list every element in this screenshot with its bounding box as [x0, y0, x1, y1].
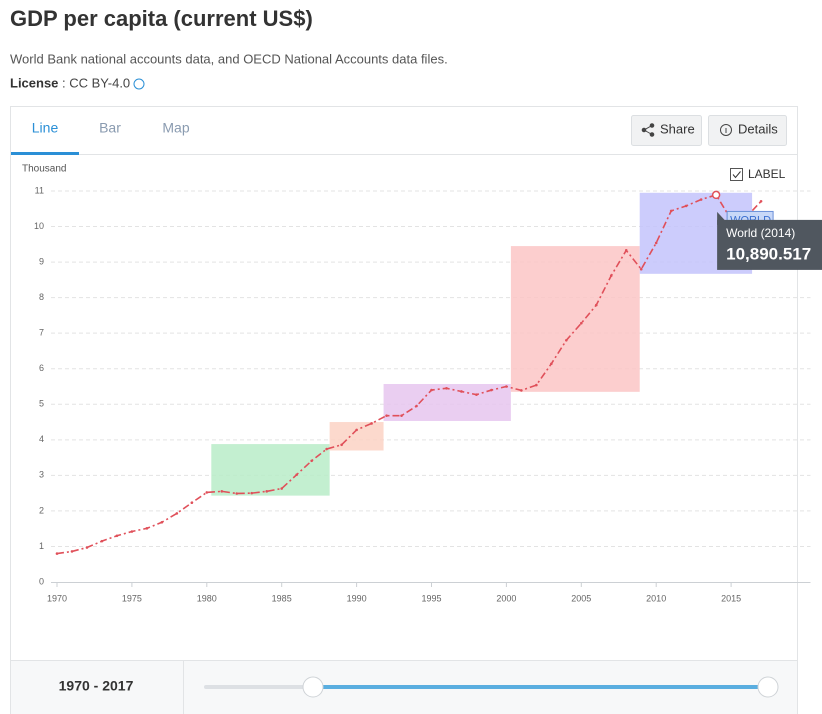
point: [594, 303, 598, 307]
y-tick-label: 6: [39, 363, 44, 373]
point: [130, 530, 134, 533]
point: [115, 534, 119, 538]
label-toggle[interactable]: LABEL: [748, 167, 786, 181]
slider-selection: [313, 685, 768, 689]
point: [609, 274, 613, 277]
highlight-region: [510, 246, 640, 392]
point: [160, 520, 164, 524]
point: [175, 512, 179, 515]
point: [460, 390, 463, 393]
x-tick-label: 1985: [272, 593, 292, 603]
point: [565, 338, 568, 342]
point: [55, 552, 59, 555]
point: [550, 362, 553, 366]
point: [100, 539, 104, 543]
x-tick-label: 1990: [347, 593, 367, 603]
slider-handle-end[interactable]: [757, 676, 779, 698]
point: [490, 388, 493, 392]
point: [385, 414, 388, 417]
details-button[interactable]: [708, 115, 787, 146]
tab[interactable]: Line: [32, 120, 59, 136]
point: [430, 388, 433, 392]
tab[interactable]: Map: [162, 120, 189, 136]
share-icon: [641, 123, 655, 137]
x-tick-label: 2015: [721, 593, 741, 603]
button-label[interactable]: Share: [660, 121, 695, 136]
y-axis-label: Thousand: [22, 164, 66, 175]
y-tick-label: 11: [35, 185, 44, 195]
point: [355, 428, 358, 432]
point: [654, 241, 658, 245]
point: [205, 491, 209, 494]
highlight-region: [211, 444, 330, 496]
point: [669, 209, 673, 213]
point: [370, 422, 373, 425]
share-button[interactable]: [631, 115, 702, 146]
active-tab-underline: [11, 152, 79, 155]
x-tick-label: 1980: [197, 593, 217, 603]
point: [699, 198, 703, 201]
license-value: : CC BY-4.0: [62, 75, 130, 90]
point: [190, 501, 194, 505]
point: [639, 267, 643, 271]
point: [70, 550, 74, 553]
y-tick-label: 1: [39, 541, 44, 551]
x-tick-label: 1970: [47, 593, 67, 603]
slider-handle-start[interactable]: [302, 676, 324, 698]
point: [280, 487, 284, 490]
point: [265, 490, 269, 493]
x-tick-label: 2000: [496, 593, 516, 603]
details-icon: [720, 124, 732, 136]
tooltip-value: 10,890.517: [726, 244, 811, 263]
point: [415, 404, 418, 408]
tooltip-title: World (2014): [726, 226, 795, 240]
y-tick-label: 0: [39, 576, 44, 586]
license-label: License: [10, 75, 58, 90]
point: [684, 204, 688, 208]
point: [85, 546, 89, 549]
x-tick-label: 1975: [122, 593, 142, 603]
page-title: GDP per capita (current US$): [10, 6, 313, 31]
point: [145, 527, 149, 530]
y-tick-label: 4: [39, 434, 44, 444]
label-checkbox[interactable]: [730, 168, 743, 181]
point: [759, 200, 763, 203]
y-tick-label: 7: [39, 328, 44, 338]
point: [295, 473, 298, 476]
point: [340, 443, 343, 447]
point: [475, 393, 478, 396]
y-tick-label: 8: [39, 292, 44, 302]
y-tick-label: 5: [39, 399, 44, 409]
point: [520, 389, 523, 392]
range-label: 1970 - 2017: [59, 678, 134, 694]
hover-marker: [711, 190, 721, 200]
point: [310, 459, 313, 463]
point: [624, 249, 628, 252]
point: [325, 447, 328, 451]
point: [505, 385, 508, 388]
point: [535, 383, 538, 387]
source: World Bank national accounts data, and O…: [10, 51, 448, 66]
point: [250, 491, 254, 495]
x-tick-label: 2010: [646, 593, 666, 603]
button-label[interactable]: Details: [738, 121, 778, 136]
tooltip: [717, 219, 822, 270]
point: [580, 321, 583, 325]
point: [235, 492, 239, 495]
tab[interactable]: Bar: [99, 120, 121, 136]
series-line: [56, 193, 762, 555]
y-tick-label: 10: [34, 221, 44, 231]
checkmark: [732, 171, 741, 179]
y-tick-label: 3: [39, 470, 44, 480]
x-tick-label: 2005: [571, 593, 591, 603]
y-tick-label: 9: [39, 256, 44, 266]
point: [220, 490, 224, 493]
point: [445, 386, 448, 390]
point: [400, 414, 403, 417]
x-tick-label: 1995: [421, 593, 441, 603]
info-icon[interactable]: [133, 78, 145, 90]
y-tick-label: 2: [39, 505, 44, 515]
